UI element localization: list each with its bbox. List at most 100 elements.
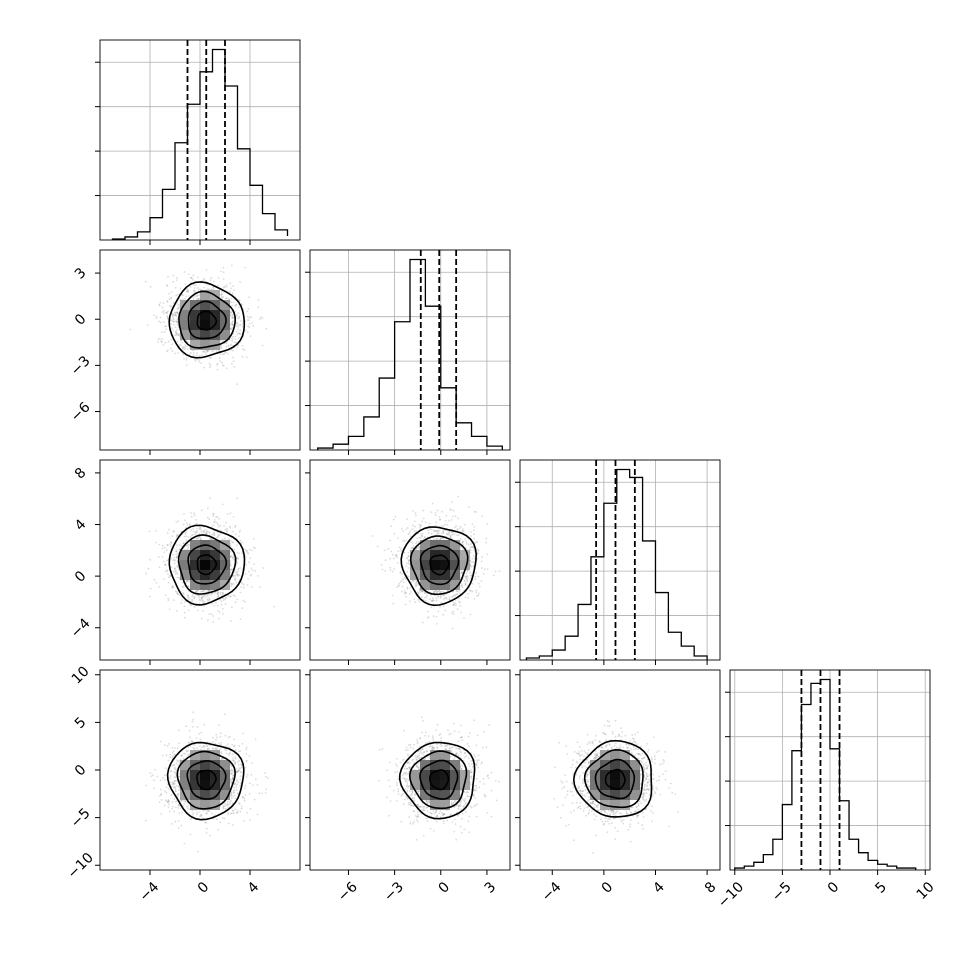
scatter-point	[198, 297, 201, 300]
scatter-point	[170, 545, 173, 548]
scatter-point	[175, 550, 178, 553]
scatter-point	[177, 351, 179, 354]
scatter-point	[197, 287, 199, 289]
scatter-point	[447, 533, 450, 536]
scatter-point	[162, 560, 165, 563]
scatter-point	[232, 530, 234, 533]
scatter-point	[153, 314, 156, 317]
contour-level-2	[178, 290, 237, 349]
scatter-point	[474, 575, 477, 578]
scatter-point	[211, 538, 214, 541]
scatter-point	[163, 551, 166, 553]
scatter-point	[213, 604, 216, 607]
scatter-point	[396, 586, 398, 589]
contour-level-3	[400, 526, 478, 607]
scatter-point	[217, 284, 220, 287]
scatter-point	[435, 530, 437, 532]
scatter-point	[196, 594, 199, 597]
scatter-point	[198, 602, 201, 605]
scatter-point	[450, 509, 452, 512]
scatter-point	[176, 566, 179, 569]
scatter-point	[237, 312, 240, 314]
scatter-point	[462, 528, 464, 530]
scatter-point	[465, 575, 468, 578]
scatter-point	[460, 545, 462, 548]
scatter-point	[450, 519, 453, 521]
scatter-point	[166, 315, 169, 318]
scatter-point	[473, 533, 475, 536]
scatter-point	[206, 598, 209, 601]
scatter-point	[471, 557, 474, 560]
scatter-point	[448, 531, 451, 534]
scatter-point	[230, 540, 233, 542]
scatter-point	[198, 536, 201, 538]
scatter-point	[421, 535, 424, 538]
scatter-point	[418, 536, 421, 539]
scatter-point	[170, 296, 173, 299]
contour-level-0	[429, 554, 450, 576]
scatter-point	[480, 580, 483, 583]
scatter-point	[409, 535, 412, 538]
scatter-point	[249, 557, 252, 559]
scatter-point	[177, 552, 179, 555]
scatter-point	[173, 323, 175, 326]
scatter-point	[174, 334, 177, 337]
scatter-point	[437, 595, 440, 598]
scatter-point	[195, 530, 198, 532]
scatter-point	[241, 568, 244, 571]
scatter-point	[176, 544, 179, 546]
scatter-point	[444, 519, 447, 522]
density-cell	[210, 580, 220, 590]
scatter-point	[245, 356, 248, 359]
scatter-point	[407, 575, 410, 578]
scatter-point	[209, 356, 211, 359]
scatter-point	[193, 295, 196, 297]
scatter-point	[197, 358, 200, 361]
scatter-point	[246, 551, 249, 554]
density-cell	[210, 550, 220, 560]
scatter-point	[185, 526, 188, 529]
scatter-point	[215, 350, 218, 353]
scatter-point	[399, 547, 402, 550]
scatter-point	[172, 274, 175, 277]
scatter-point	[191, 279, 194, 281]
scatter-point	[161, 311, 164, 313]
scatter-point	[176, 573, 179, 576]
scatter-point	[201, 600, 204, 603]
scatter-point	[236, 314, 239, 317]
scatter-point	[171, 313, 174, 316]
scatter-point	[209, 357, 212, 359]
scatter-point	[438, 532, 440, 534]
scatter-point	[167, 340, 170, 343]
scatter-point	[177, 520, 180, 522]
scatter-point	[202, 595, 205, 597]
scatter-point	[225, 529, 228, 532]
scatter-point	[169, 543, 172, 546]
scatter-point	[169, 323, 172, 326]
scatter-point	[230, 297, 233, 300]
scatter-point	[232, 349, 235, 352]
scatter-point	[217, 526, 220, 528]
scatter-point	[413, 530, 416, 533]
scatter-point	[238, 552, 241, 555]
scatter-point	[199, 527, 202, 529]
scatter-point	[248, 561, 250, 564]
scatter-point	[411, 528, 414, 531]
scatter-point	[147, 567, 150, 570]
scatter-point	[175, 549, 178, 552]
scatter-point	[237, 344, 240, 346]
scatter-point	[436, 537, 439, 539]
scatter-point	[180, 545, 183, 548]
density-cell	[190, 310, 200, 320]
scatter-point	[232, 360, 235, 362]
scatter-point	[164, 564, 167, 566]
scatter-point	[229, 565, 232, 567]
scatter-point	[234, 524, 237, 527]
scatter-point	[455, 525, 457, 528]
scatter-point	[448, 519, 450, 522]
scatter-point	[218, 517, 221, 520]
scatter-point	[442, 525, 445, 527]
scatter-point	[456, 593, 458, 595]
scatter-point	[398, 546, 401, 549]
scatter-point	[240, 319, 242, 322]
